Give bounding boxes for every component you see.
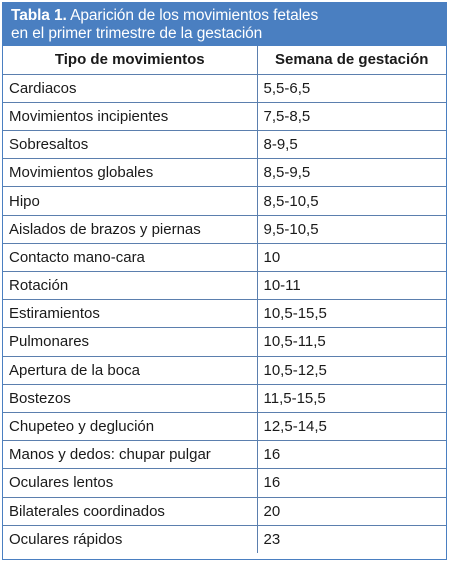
movement-type-cell: Movimientos incipientes [3,101,258,132]
movement-type-cell: Cardiacos [3,73,258,103]
gestation-week-cell: 11,5-15,5 [256,383,446,413]
table-row: Chupeteo y deglución 12,5-14,5 [3,411,446,442]
table-row: Bostezos 11,5-15,5 [3,383,446,413]
gestation-week-cell: 10,5-12,5 [256,355,446,385]
table-row: Cardiacos 5,5-6,5 [3,73,446,103]
gestation-week-cell: 10-11 [256,270,446,301]
table-row: Rotación 10-11 [3,270,446,301]
movement-type-cell: Aislados de brazos y piernas [3,214,258,244]
table-row: Sobresaltos 8-9,5 [3,130,446,160]
table-row: Movimientos incipientes 7,5-8,5 [3,101,446,132]
movement-type-cell: Rotación [3,270,258,301]
table-header-row: Tipo de movimientos Semana de gestación [3,46,446,75]
gestation-week-cell: 20 [256,496,446,526]
movement-type-cell: Oculares rápidos [3,524,258,554]
gestation-week-cell: 10,5-15,5 [256,299,446,329]
table-row: Contacto mano-cara 10 [3,242,446,273]
table-row: Aislados de brazos y piernas 9,5-10,5 [3,214,446,244]
gestation-week-cell: 7,5-8,5 [256,101,446,132]
table-row: Estiramientos 10,5-15,5 [3,299,446,329]
movement-type-cell: Bostezos [3,383,258,413]
gestation-week-cell: 23 [256,524,446,554]
movement-type-cell: Chupeteo y deglución [3,411,258,442]
table-row: Hipo 8,5-10,5 [3,186,446,216]
table-row: Bilaterales coordinados 20 [3,496,446,526]
gestation-week-cell: 9,5-10,5 [256,214,446,244]
table-row: Oculares lentos 16 [3,468,446,498]
table-row: Movimientos globales 8,5-9,5 [3,158,446,188]
movement-type-cell: Estiramientos [3,299,258,329]
table-row: Pulmonares 10,5-11,5 [3,327,446,357]
movement-type-cell: Sobresaltos [3,130,258,160]
table-row: Manos y dedos: chupar pulgar 16 [3,440,446,470]
table-title-label: Tabla 1. [11,7,67,24]
gestation-week-cell: 10,5-11,5 [256,327,446,357]
movement-type-cell: Apertura de la boca [3,355,258,385]
column-header-gestation-week: Semana de gestación [256,46,446,75]
movement-type-cell: Oculares lentos [3,468,258,498]
gestation-week-cell: 16 [256,468,446,498]
gestation-week-cell: 8,5-9,5 [256,158,446,188]
gestation-week-cell: 8,5-10,5 [256,186,446,216]
movement-type-cell: Manos y dedos: chupar pulgar [3,440,258,470]
gestation-week-cell: 16 [256,440,446,470]
table-row: Oculares rápidos 23 [3,524,446,554]
movement-type-cell: Bilaterales coordinados [3,496,258,526]
table-title-line2: en el primer trimestre de la gestación [11,25,263,42]
gestation-week-cell: 8-9,5 [256,130,446,160]
movement-type-cell: Hipo [3,186,258,216]
column-header-movement-type: Tipo de movimientos [3,46,258,75]
movement-type-cell: Movimientos globales [3,158,258,188]
movement-type-cell: Pulmonares [3,327,258,357]
table-title: Tabla 1. Aparición de los movimientos fe… [3,3,446,46]
gestation-week-cell: 5,5-6,5 [256,73,446,103]
movement-type-cell: Contacto mano-cara [3,242,258,273]
gestation-week-cell: 12,5-14,5 [256,411,446,442]
gestation-week-cell: 10 [256,242,446,273]
movements-table: Tipo de movimientos Semana de gestación … [3,46,446,554]
table-row: Apertura de la boca 10,5-12,5 [3,355,446,385]
table-title-text: Aparición de los movimientos fetales [66,7,319,24]
